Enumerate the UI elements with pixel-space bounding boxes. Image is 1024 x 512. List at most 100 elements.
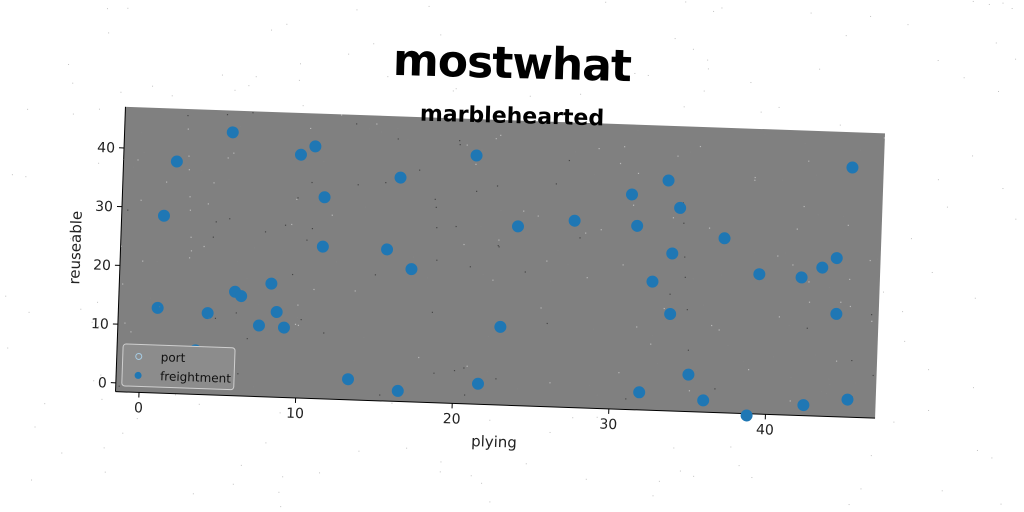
page-noise <box>70 238 72 240</box>
data-point <box>394 171 407 184</box>
noise-speck <box>637 172 640 175</box>
data-point <box>511 220 524 233</box>
page-noise <box>298 79 300 81</box>
noise-speck <box>297 197 299 199</box>
page-noise <box>683 106 685 108</box>
noise-speck <box>498 246 500 248</box>
page-noise <box>136 418 138 420</box>
page-noise <box>380 131 382 133</box>
noise-speck <box>636 326 638 328</box>
noise-speck <box>376 123 378 125</box>
noise-speck <box>226 114 229 116</box>
page-noise <box>976 449 978 451</box>
page-noise <box>928 369 930 371</box>
page-noise <box>819 68 821 70</box>
noise-speck <box>311 227 314 230</box>
page-noise <box>387 76 389 78</box>
noise-speck <box>431 311 434 313</box>
page-noise <box>829 384 831 386</box>
noise-speck <box>871 313 873 316</box>
page-noise <box>991 457 993 459</box>
noise-speck <box>851 359 853 362</box>
page-noise <box>487 371 489 373</box>
noise-speck <box>453 369 456 372</box>
page-noise <box>234 89 236 91</box>
noise-speck <box>555 183 558 185</box>
page-noise <box>589 384 591 386</box>
page-noise <box>815 354 817 356</box>
page-noise <box>271 29 273 31</box>
page-noise <box>972 387 974 389</box>
page-noise <box>93 380 95 382</box>
page-noise <box>764 133 766 135</box>
noise-speck <box>436 259 438 261</box>
page-noise <box>517 388 519 390</box>
page-noise <box>721 7 723 9</box>
page-noise <box>208 317 210 319</box>
noise-speck <box>189 196 191 198</box>
noise-speck <box>213 182 215 184</box>
page-noise <box>877 258 879 260</box>
page-noise <box>455 88 457 90</box>
noise-speck <box>229 218 231 220</box>
data-point <box>797 399 810 412</box>
noise-speck <box>187 114 189 117</box>
page-noise <box>998 90 1000 92</box>
noise-speck <box>374 274 377 276</box>
page-noise <box>692 48 694 50</box>
noise-speck <box>323 332 325 334</box>
page-noise <box>231 217 233 219</box>
page-noise <box>489 419 491 421</box>
page-noise <box>61 452 63 454</box>
noise-speck <box>808 301 811 303</box>
y-axis-label: reuseable <box>65 211 86 285</box>
page-noise <box>870 455 872 457</box>
page-noise <box>221 74 223 76</box>
noise-speck <box>684 256 686 258</box>
noise-speck <box>311 181 313 184</box>
page-noise <box>323 161 325 163</box>
noise-speck <box>455 225 457 228</box>
noise-speck <box>475 163 477 165</box>
page-noise <box>760 111 762 113</box>
page-noise <box>596 416 598 418</box>
noise-speck <box>188 257 191 259</box>
page-noise <box>80 308 82 310</box>
data-point <box>157 209 170 222</box>
page-noise <box>426 277 428 279</box>
page-noise <box>843 216 845 218</box>
page-noise <box>828 378 830 380</box>
noise-speck <box>188 155 190 157</box>
page-noise <box>804 142 806 144</box>
page-noise <box>703 90 705 92</box>
page-noise <box>696 369 698 371</box>
data-point <box>277 321 290 334</box>
page-noise <box>727 345 729 347</box>
page-noise <box>171 95 173 97</box>
page-noise <box>252 386 254 388</box>
page-noise <box>7 347 9 349</box>
page-noise <box>963 77 965 79</box>
noise-speck <box>190 236 192 238</box>
noise-speck <box>188 169 190 171</box>
noise-speck <box>397 138 399 140</box>
x-tick-label: 20 <box>442 411 460 428</box>
x-axis-label: plying <box>471 432 517 452</box>
page-noise <box>707 68 709 70</box>
noise-speck <box>687 349 690 351</box>
noise-speck <box>297 324 300 326</box>
page-noise <box>159 306 161 308</box>
data-point <box>151 301 164 314</box>
noise-speck <box>466 144 468 146</box>
noise-speck <box>435 206 437 208</box>
page-noise <box>68 63 70 65</box>
noise-speck <box>796 228 798 230</box>
page-noise <box>685 1 687 3</box>
noise-speck <box>686 309 688 311</box>
data-point <box>846 161 859 174</box>
data-point <box>674 201 687 214</box>
page-noise <box>713 10 715 12</box>
page-noise <box>972 155 974 157</box>
noise-speck <box>540 307 542 309</box>
y-tick-label: 10 <box>91 316 109 333</box>
